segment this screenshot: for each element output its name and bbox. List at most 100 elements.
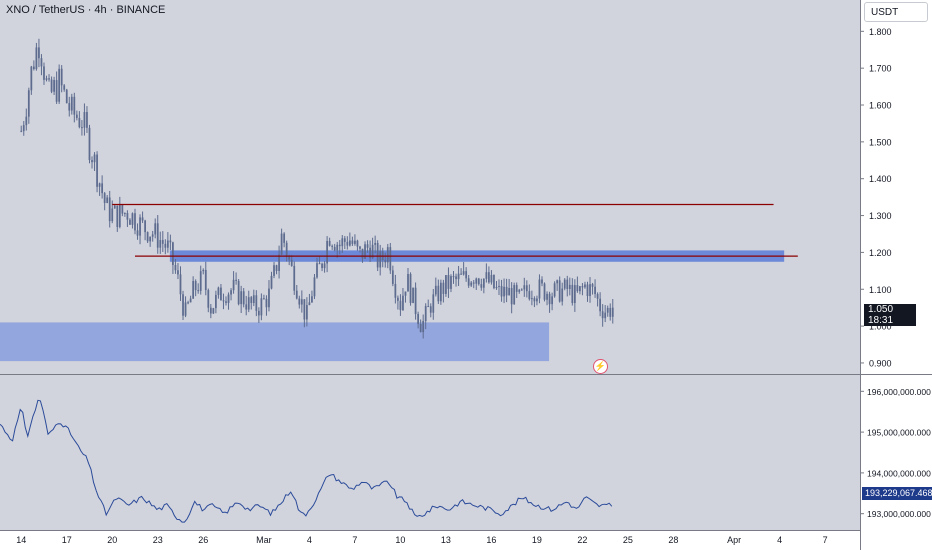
candle-body bbox=[86, 112, 88, 128]
candle-body bbox=[437, 285, 440, 302]
candle-body bbox=[303, 299, 306, 320]
candle-body bbox=[215, 294, 217, 309]
candle-body bbox=[298, 298, 301, 305]
candle-body bbox=[609, 307, 612, 317]
time-tick-label: 17 bbox=[62, 535, 72, 545]
candle-body bbox=[300, 299, 303, 305]
candle-body bbox=[32, 66, 35, 70]
time-axis bbox=[0, 530, 860, 550]
candle-body bbox=[40, 58, 43, 67]
candle-body bbox=[556, 280, 559, 284]
candle-body bbox=[477, 278, 480, 285]
candle-body bbox=[434, 285, 437, 295]
time-tick-label: 22 bbox=[577, 535, 587, 545]
currency-button[interactable]: USDT bbox=[864, 2, 928, 22]
symbol-title: XNO / TetherUS · 4h · BINANCE bbox=[6, 4, 166, 16]
candle-body bbox=[445, 275, 447, 294]
candle-body bbox=[518, 289, 521, 292]
time-tick-label: 4 bbox=[307, 535, 312, 545]
candle-body bbox=[146, 232, 149, 242]
candle-body bbox=[306, 305, 308, 320]
candle-body bbox=[58, 68, 61, 102]
candle-body bbox=[20, 130, 23, 132]
candle-body bbox=[568, 284, 571, 290]
demand-zone bbox=[0, 322, 550, 362]
time-tick-label: 26 bbox=[198, 535, 208, 545]
candle-body bbox=[83, 112, 86, 128]
candle-body bbox=[237, 280, 240, 305]
candle-body bbox=[91, 160, 93, 163]
candle-body bbox=[166, 240, 169, 248]
candle-body bbox=[447, 275, 450, 289]
bar-countdown: 18:31 bbox=[868, 315, 894, 326]
candle-body bbox=[217, 287, 220, 295]
price-tick-label: 1.800 bbox=[869, 27, 892, 37]
candle-body bbox=[386, 247, 389, 263]
candle-body bbox=[154, 223, 157, 235]
candle-body bbox=[118, 204, 121, 227]
candle-body bbox=[235, 279, 237, 281]
candle-body bbox=[260, 298, 263, 316]
candle-body bbox=[417, 314, 420, 325]
candle-body bbox=[523, 285, 526, 290]
candle-body bbox=[343, 238, 346, 242]
candle-body bbox=[187, 302, 189, 304]
candle-body bbox=[508, 287, 511, 296]
candle-body bbox=[189, 298, 192, 303]
candle-body bbox=[283, 233, 286, 243]
candle-body bbox=[457, 273, 460, 280]
candle-body bbox=[427, 306, 430, 308]
candle-body bbox=[500, 285, 503, 297]
candle-body bbox=[93, 154, 96, 163]
candle-body bbox=[113, 205, 116, 209]
candle-body bbox=[543, 283, 546, 300]
flash-icon[interactable]: ⚡ bbox=[593, 359, 608, 374]
candle-body bbox=[338, 244, 341, 247]
candle-body bbox=[70, 96, 73, 111]
candle-body bbox=[290, 259, 293, 266]
candle-body bbox=[270, 275, 273, 289]
time-tick-label: 28 bbox=[668, 535, 678, 545]
candle-body bbox=[376, 242, 379, 268]
candle-body bbox=[391, 270, 394, 284]
candle-body bbox=[561, 288, 564, 302]
candle-body bbox=[407, 274, 409, 292]
candle-body bbox=[515, 285, 518, 292]
candle-body bbox=[389, 247, 392, 271]
candle-body bbox=[207, 290, 210, 308]
candle-body bbox=[397, 297, 399, 301]
candle-body bbox=[101, 183, 104, 194]
candle-body bbox=[586, 284, 589, 296]
candle-body bbox=[265, 298, 268, 308]
price-tick-label: 1.300 bbox=[869, 211, 892, 221]
candle-body bbox=[573, 285, 576, 304]
candle-body bbox=[182, 294, 184, 316]
indicator-tick-label: 195,000,000.000 bbox=[867, 428, 931, 438]
candle-body bbox=[159, 240, 162, 248]
time-tick-label: 4 bbox=[777, 535, 782, 545]
candle-body bbox=[528, 291, 531, 300]
candle-body bbox=[88, 127, 91, 161]
candle-body bbox=[35, 47, 38, 70]
candle-body bbox=[601, 311, 604, 319]
last-price-tag: 1.050 18:31 bbox=[864, 304, 916, 326]
candle-body bbox=[43, 66, 45, 80]
indicator-tick-label: 194,000,000.000 bbox=[867, 468, 931, 478]
candle-body bbox=[280, 233, 283, 255]
candle-body bbox=[108, 197, 111, 222]
candle-body bbox=[336, 244, 339, 251]
candle-body bbox=[422, 320, 425, 333]
candle-body bbox=[520, 289, 523, 291]
candle-body bbox=[230, 290, 232, 295]
candle-body bbox=[25, 116, 28, 126]
candle-body bbox=[156, 223, 159, 248]
candle-body bbox=[255, 295, 258, 311]
candle-body bbox=[384, 259, 387, 263]
candle-body bbox=[470, 282, 473, 286]
candle-body bbox=[475, 278, 478, 284]
candle-body bbox=[73, 96, 76, 115]
candle-body bbox=[275, 265, 278, 271]
candle-body bbox=[414, 287, 417, 315]
time-tick-label: 10 bbox=[395, 535, 405, 545]
